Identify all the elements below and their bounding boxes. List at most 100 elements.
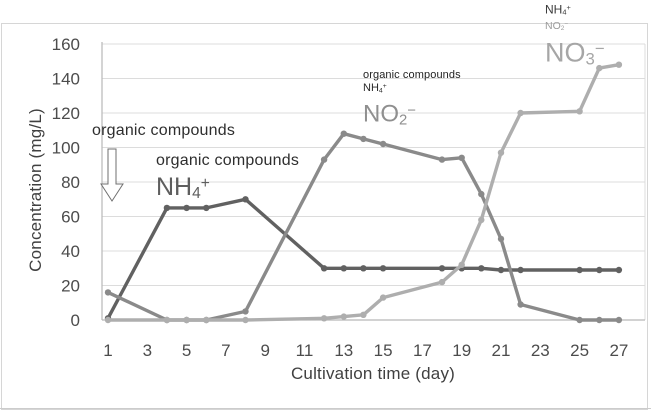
y-tick-label-100: 100 (52, 138, 80, 157)
annotation-nh4-note: organic compounds (156, 152, 300, 169)
x-tick-label-13: 13 (334, 341, 353, 360)
formula-base: NH (545, 2, 563, 17)
annotation-nh4-curve: organic compounds NH4+ (156, 152, 299, 208)
y-tick-label-140: 140 (52, 69, 80, 88)
data-point-series0-day13 (340, 265, 347, 272)
data-point-series2-day1 (104, 316, 112, 324)
no3-note-formula-no2: NO2− (545, 19, 605, 34)
formula-sup: − (594, 38, 605, 58)
no3-formula: NO3− (545, 34, 605, 75)
data-point-series1-day26 (596, 316, 603, 324)
data-point-series1-day13 (340, 130, 347, 137)
x-tick-label-17: 17 (413, 341, 432, 360)
x-tick-label-19: 19 (452, 341, 471, 360)
formula-sub: 2 (399, 112, 408, 129)
down-arrow-icon (100, 148, 124, 202)
no2-note-formula: NH4+ (363, 81, 461, 97)
x-axis-title: Cultivation time (day) (290, 364, 456, 383)
formula-base: NH (156, 172, 193, 201)
data-point-series1-day8 (242, 308, 249, 315)
data-point-series2-day20 (478, 216, 485, 224)
y-tick-label-160: 160 (52, 35, 80, 54)
data-point-series0-day12 (320, 265, 328, 272)
data-point-series1-day19 (458, 154, 465, 161)
x-tick-label-11: 11 (296, 341, 314, 360)
y-tick-label-80: 80 (61, 173, 80, 192)
x-tick-label-21: 21 (492, 341, 511, 360)
formula-base: NO (545, 19, 561, 32)
formula-base: NH (363, 82, 379, 95)
x-tick-label-15: 15 (374, 341, 393, 360)
data-point-series0-day6 (203, 204, 210, 212)
formula-sup: − (407, 103, 416, 120)
data-point-series1-day1 (104, 289, 112, 296)
data-point-series1-day27 (615, 316, 623, 324)
data-point-series1-day15 (379, 140, 387, 148)
data-point-series1-day20 (478, 190, 485, 198)
data-point-series2-day4 (163, 316, 171, 324)
annotation-no3-curve: NH4+ NO2− NO3− (545, 1, 605, 74)
data-point-series1-day25 (576, 316, 583, 324)
data-point-series2-day21 (497, 149, 505, 156)
y-tick-label-20: 20 (61, 276, 80, 295)
data-point-series2-day12 (320, 315, 328, 322)
no3-note-formula-nh4: NH4+ (545, 1, 605, 19)
data-point-series0-day21 (497, 266, 505, 274)
data-point-series0-day22 (517, 266, 524, 274)
data-point-series2-day13 (340, 313, 347, 320)
data-point-series2-day6 (203, 316, 210, 324)
data-point-series0-day20 (478, 265, 485, 272)
data-point-series1-day21 (497, 235, 505, 243)
data-point-series0-day25 (576, 266, 583, 274)
formula-sub: 3 (585, 49, 595, 69)
x-tick-label-1: 1 (103, 341, 112, 360)
data-point-series2-day15 (379, 294, 387, 301)
y-tick-label-120: 120 (52, 104, 80, 123)
x-tick-label-5: 5 (182, 341, 191, 360)
y-tick-label-0: 0 (71, 311, 80, 330)
data-point-series2-day18 (438, 278, 446, 286)
data-point-series2-day22 (517, 109, 524, 117)
x-tick-label-27: 27 (609, 341, 628, 360)
formula-sub: 4 (562, 7, 567, 17)
data-point-series0-day27 (615, 266, 623, 274)
data-point-series2-day8 (242, 316, 249, 324)
formula-sub: 4 (378, 87, 383, 95)
data-point-series2-day26 (596, 64, 603, 72)
x-tick-label-9: 9 (260, 341, 269, 360)
formula-base: NO (363, 100, 399, 128)
x-tick-label-23: 23 (531, 341, 550, 360)
nh4-formula: NH4+ (156, 170, 299, 208)
data-point-series0-day4 (163, 204, 171, 212)
data-point-series0-day14 (360, 265, 367, 272)
y-tick-label-40: 40 (61, 242, 80, 261)
y-axis-title: Concentration (mg/L) (26, 108, 45, 272)
data-point-series2-day19 (458, 261, 465, 268)
formula-sup: + (200, 175, 210, 192)
formula-sub: 4 (192, 184, 201, 202)
formula-sup: + (566, 3, 571, 12)
figure-border (1, 23, 648, 410)
data-point-series1-day12 (320, 156, 328, 163)
annotation-no2-curve: organic compounds NH4+ NO2− (363, 69, 461, 135)
figure-bottom-rule (0, 408, 651, 409)
data-point-series0-day8 (242, 196, 249, 203)
annotation-no2-note: organic compounds (363, 69, 461, 81)
data-point-series2-day14 (360, 311, 367, 318)
annotation-feed-organic-compounds: organic compounds (92, 122, 236, 139)
no2-formula: NO2− (363, 97, 461, 134)
data-point-series0-day5 (183, 204, 190, 212)
data-point-series1-day22 (517, 301, 524, 308)
y-tick-label-60: 60 (61, 207, 80, 226)
x-tick-label-7: 7 (221, 341, 230, 360)
formula-sup: + (382, 83, 387, 90)
data-point-series1-day18 (438, 156, 446, 163)
data-point-series0-day18 (438, 265, 446, 272)
data-point-series2-day5 (183, 316, 190, 324)
x-tick-label-3: 3 (143, 341, 152, 360)
series-line-0 (106, 197, 621, 320)
formula-sub: 2 (560, 24, 565, 32)
data-point-series2-day25 (576, 108, 583, 115)
